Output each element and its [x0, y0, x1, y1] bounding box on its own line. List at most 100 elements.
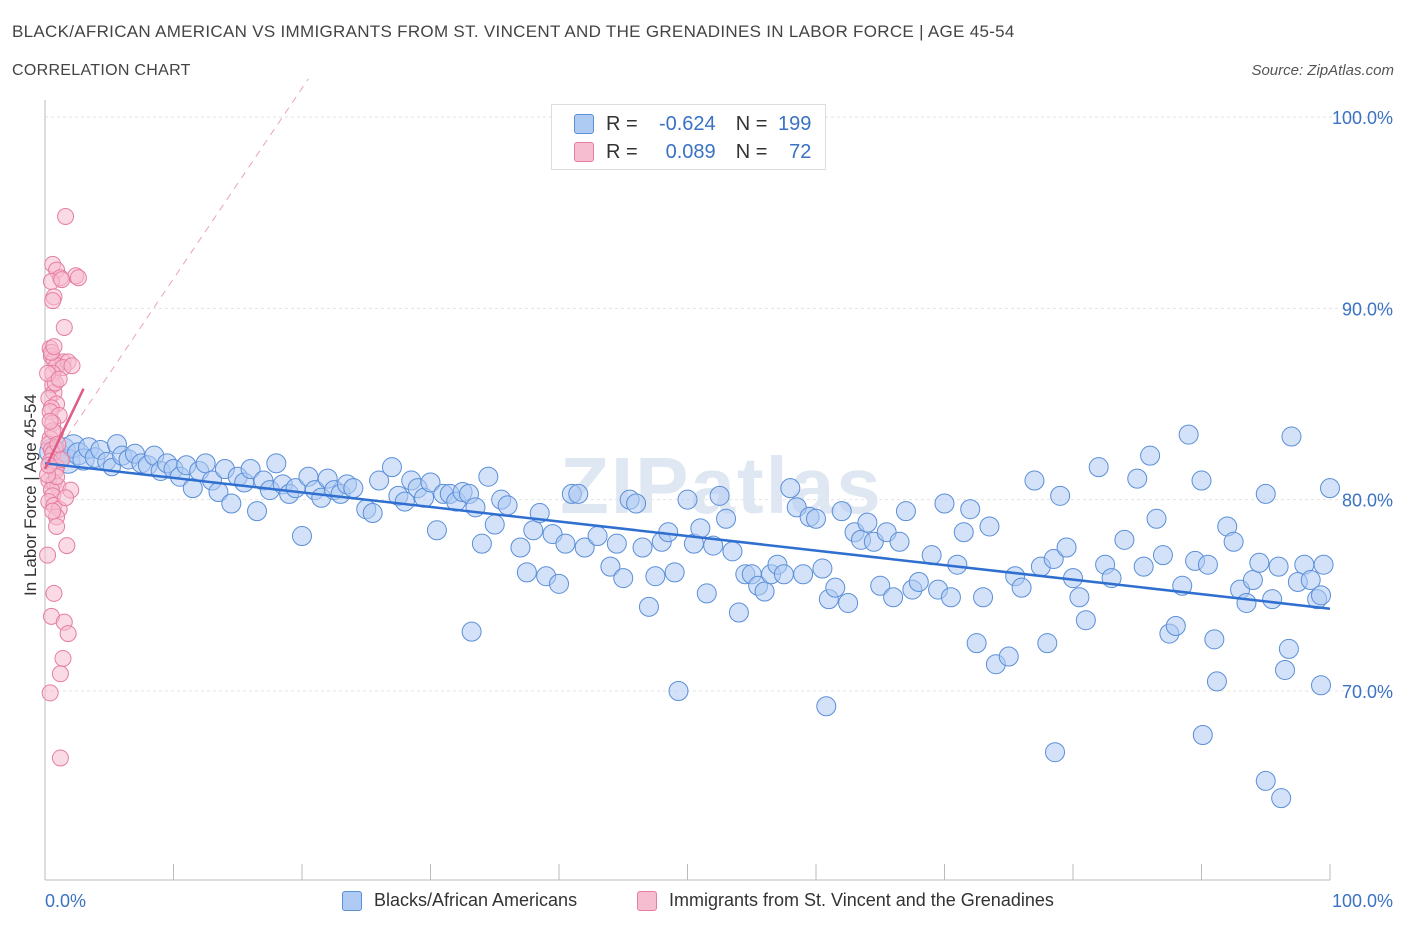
pink-data-point [55, 318, 73, 336]
legend-row-stvincent: R = 0.089 N = 72 [574, 140, 811, 164]
blue-data-point [523, 520, 544, 541]
blue-data-point [343, 478, 364, 499]
blue-data-point [1045, 742, 1066, 763]
blue-data-point [555, 533, 576, 554]
blue-data-point [998, 646, 1019, 667]
blue-data-point [773, 564, 794, 585]
blue-data-point [1311, 675, 1332, 696]
blue-data-point [1249, 552, 1270, 573]
blue-data-point [1278, 638, 1299, 659]
blue-data-point [632, 537, 653, 558]
blue-data-point [1152, 545, 1173, 566]
pink-data-point [57, 207, 75, 225]
blue-data-point [362, 503, 383, 524]
bottom-legend-label-stvincent: Immigrants from St. Vincent and the Gren… [669, 890, 1054, 910]
y-axis-label: In Labor Force | Age 45-54 [21, 394, 40, 596]
pink-data-point [50, 370, 68, 388]
legend-swatch-pink [574, 142, 594, 162]
blue-data-point [979, 516, 1000, 537]
legend-r-value: 0.089 [665, 140, 716, 163]
blue-data-point [812, 558, 833, 579]
pink-trendline [43, 388, 85, 470]
blue-data-point [600, 556, 621, 577]
blue-data-point [568, 483, 589, 504]
bottom-legend-stvincent: Immigrants from St. Vincent and the Gren… [637, 890, 1054, 911]
x-tick-label: 100.0% [1332, 891, 1393, 911]
blue-data-point [838, 592, 859, 613]
blue-data-point [973, 587, 994, 608]
pink-trendline-extended [44, 78, 309, 470]
blue-data-point [426, 520, 447, 541]
pink-data-point [69, 269, 87, 287]
legend-n-value: 72 [789, 140, 812, 163]
blue-data-point [195, 453, 216, 474]
blue-data-point [960, 499, 981, 520]
pink-data-point [48, 517, 66, 535]
legend-row-blacks: R = -0.624 N = 199 [574, 112, 811, 136]
blue-data-point [1262, 589, 1283, 610]
blue-data-point [247, 501, 268, 522]
blue-data-point [1281, 426, 1302, 447]
blue-data-point [497, 495, 518, 516]
pink-data-point [44, 502, 62, 520]
blue-data-point [292, 526, 312, 547]
blue-data-point [574, 537, 595, 558]
blue-data-point [780, 478, 801, 499]
blue-data-point [1178, 424, 1199, 445]
pink-data-point [41, 684, 59, 702]
blue-data-point [816, 696, 837, 717]
blue-data-point [668, 681, 689, 701]
blue-data-point [1024, 470, 1045, 491]
blue-trendline [44, 462, 1331, 610]
blue-data-point [889, 531, 910, 552]
y-tick-label: 80.0% [1342, 491, 1393, 511]
blue-data-point [420, 472, 441, 493]
blue-data-point [369, 470, 390, 491]
y-tick-label: 90.0% [1342, 299, 1393, 319]
legend-r-label: R = [606, 140, 638, 163]
blue-data-point [549, 573, 569, 594]
blue-data-point [934, 493, 955, 514]
blue-data-point [1075, 610, 1096, 631]
blue-data-point [857, 512, 878, 533]
blue-data-point [1242, 570, 1263, 591]
source-label: Source: ZipAtlas.com [1251, 62, 1394, 79]
blue-data-point [1204, 629, 1225, 650]
blue-data-point [1300, 570, 1321, 591]
legend-r-label: R = [606, 112, 638, 135]
pink-data-point [54, 649, 72, 667]
blue-data-point [613, 568, 634, 589]
bottom-legend-label-blacks: Blacks/African Americans [374, 890, 578, 910]
blue-data-point [1069, 587, 1090, 608]
blue-data-point [1197, 554, 1218, 575]
legend-swatch-blue [574, 114, 594, 134]
blue-data-point [1011, 577, 1032, 598]
blue-data-point [182, 478, 203, 499]
blue-data-point [1271, 788, 1292, 809]
blue-data-point [516, 562, 537, 583]
blue-data-point [966, 633, 987, 654]
blue-data-point [709, 485, 730, 506]
blue-data-point [677, 489, 698, 510]
y-tick-label: 70.0% [1342, 682, 1393, 702]
blue-data-point [1146, 508, 1167, 529]
pink-data-point [53, 271, 71, 289]
blue-data-point [1037, 633, 1058, 654]
blue-data-point [883, 587, 904, 608]
pink-data-point [51, 665, 69, 683]
blue-data-point [806, 508, 826, 529]
blue-data-point [1268, 556, 1289, 577]
blue-data-point [908, 571, 929, 592]
blue-data-point [1320, 478, 1340, 499]
bottom-legend-blacks: Blacks/African Americans [342, 890, 577, 911]
legend-r-value: -0.624 [658, 112, 716, 135]
blue-data-point [895, 501, 916, 522]
blue-data-point [940, 587, 961, 608]
blue-data-point [510, 537, 531, 558]
correlation-legend: R = -0.624 N = 199 R = 0.089 N = 72 [551, 104, 826, 170]
blue-data-point [461, 621, 482, 642]
blue-data-point [825, 577, 846, 598]
pink-data-point [39, 546, 57, 564]
chart-title: BLACK/AFRICAN AMERICAN VS IMMIGRANTS FRO… [12, 22, 1015, 41]
